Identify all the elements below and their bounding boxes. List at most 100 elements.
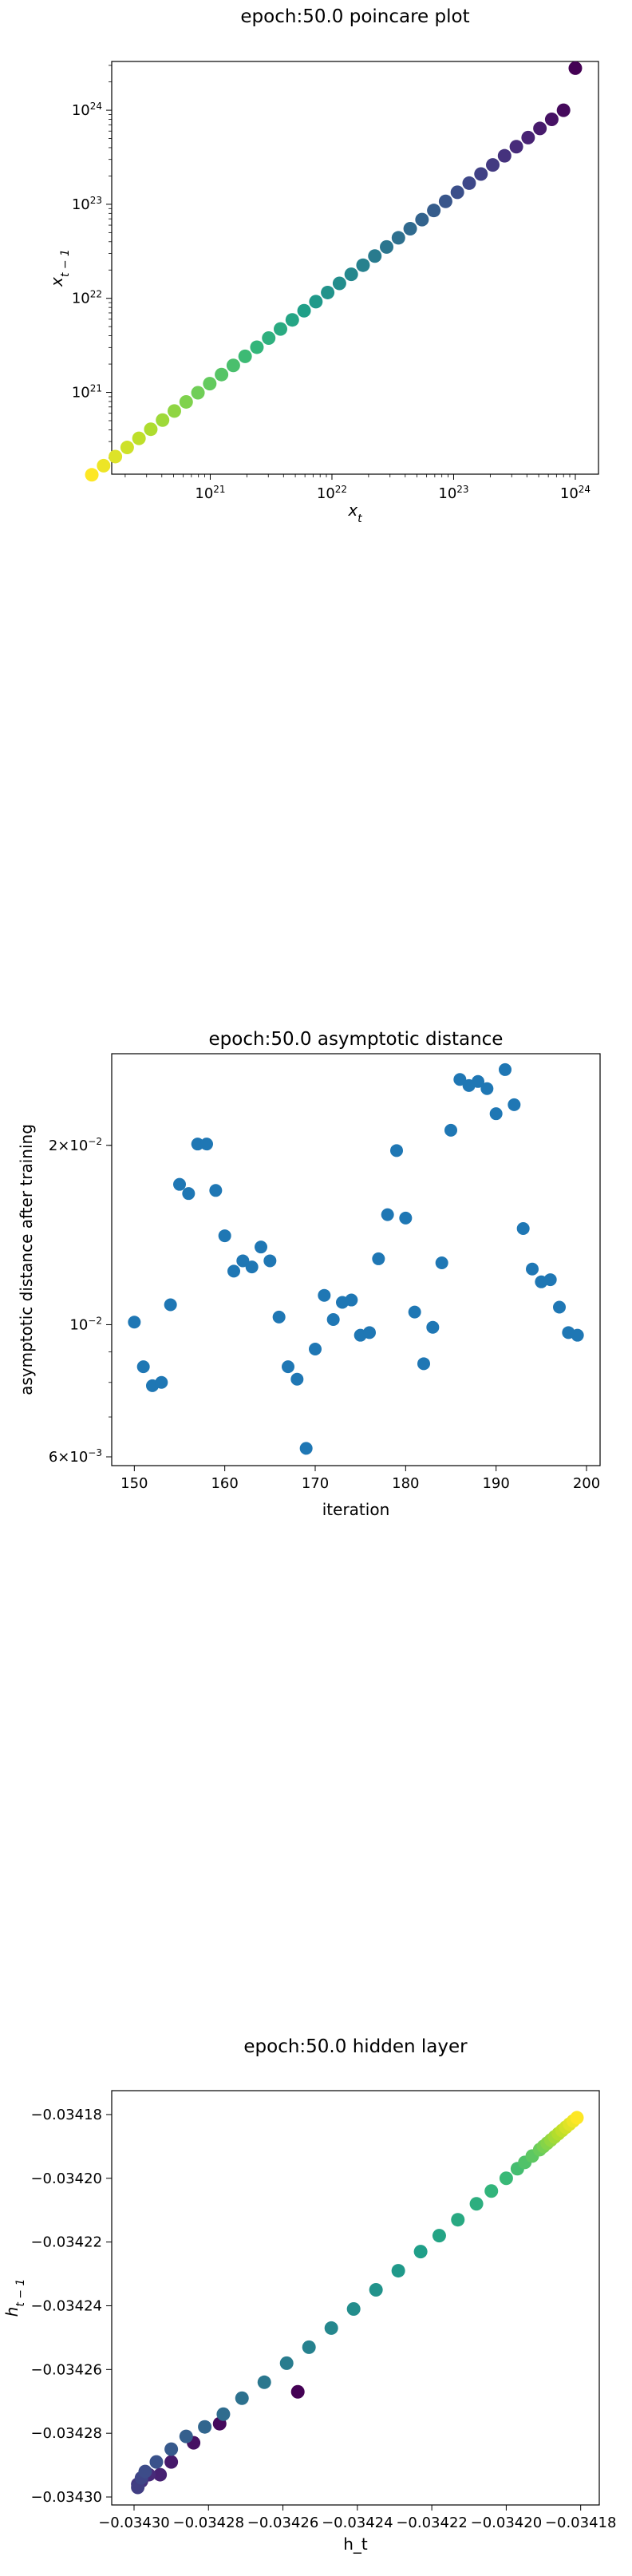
data-point: [274, 322, 288, 336]
asymptotic-distance-figure: epoch:50.0 asymptotic distance 150 160 170 1…: [0, 1029, 632, 1573]
data-point: [198, 2420, 212, 2434]
y-tick-label: 10−2: [69, 1315, 102, 1333]
data-point: [453, 1073, 467, 1086]
data-point: [297, 303, 311, 318]
data-point: [120, 441, 134, 455]
data-point: [164, 1298, 177, 1312]
plot-frame: [111, 2090, 600, 2506]
data-point: [408, 1305, 421, 1319]
data-point: [324, 2321, 338, 2335]
data-point: [391, 2264, 405, 2278]
data-point: [164, 2455, 179, 2469]
data-point: [285, 313, 299, 327]
data-point: [200, 1138, 213, 1151]
x-tick-label: −0.03428: [173, 2515, 245, 2531]
y-tick-label: −0.03422: [30, 2234, 102, 2251]
chart-title: epoch:50.0 asymptotic distance: [209, 1030, 504, 1050]
data-point: [155, 1375, 168, 1389]
chart-title: epoch:50.0 hidden layer: [243, 2036, 468, 2057]
hidden-layer-figure: epoch:50.0 hidden layer −0.03430 −0.03428−…: [0, 2028, 632, 2573]
data-point: [255, 1241, 267, 1254]
data-point: [521, 130, 535, 144]
data-point: [164, 2442, 179, 2456]
x-tick-label: −0.03430: [98, 2515, 170, 2531]
data-point: [426, 1320, 440, 1334]
x-tick-label: 180: [392, 1475, 419, 1492]
x-tick-label: 150: [120, 1475, 148, 1492]
data-point: [282, 1360, 294, 1374]
data-point: [191, 386, 205, 400]
y-tick-label: −0.03420: [30, 2170, 102, 2187]
data-point: [427, 204, 441, 218]
data-point: [218, 1229, 231, 1243]
data-point: [381, 1208, 394, 1221]
y-axis-label: asymptotic distance after training: [17, 1124, 36, 1395]
data-point: [451, 2213, 465, 2227]
y-axis-label: xt − 1: [47, 249, 72, 287]
data-point: [345, 1293, 358, 1307]
poincare-plot-figure: epoch:50.0 poincare plot 1021 1022 1023 1024…: [0, 0, 632, 527]
data-point: [497, 148, 512, 163]
plot-frame: [111, 1053, 601, 1466]
x-tick-label: 1023: [438, 484, 468, 502]
data-point: [553, 1300, 566, 1314]
data-point: [363, 1326, 376, 1339]
data-point: [391, 231, 405, 245]
data-point: [556, 103, 571, 117]
data-point: [469, 2197, 484, 2211]
data-point: [380, 239, 394, 254]
data-point: [486, 158, 500, 172]
asymptotic-distance-chart: epoch:50.0 asymptotic distance 150 160 170 1…: [17, 1029, 601, 1519]
data-point: [216, 2407, 231, 2421]
x-axis-label: iteration: [322, 1500, 390, 1519]
data-point: [290, 2384, 305, 2399]
data-point: [450, 185, 464, 200]
y-tick-label: 1024: [72, 101, 102, 119]
y-tick-label: 2×10−2: [49, 1136, 102, 1154]
y-tick-label: −0.03430: [30, 2489, 102, 2506]
data-point: [489, 1107, 503, 1121]
x-tick-label: 190: [482, 1475, 509, 1492]
chart-title: epoch:50.0 poincare plot: [240, 6, 469, 27]
data-point: [372, 1252, 385, 1265]
data-point: [279, 2356, 294, 2370]
data-point: [209, 1184, 223, 1197]
data-point: [173, 1177, 186, 1191]
x-tick-label: −0.03426: [247, 2515, 319, 2531]
data-point: [179, 394, 193, 409]
data-point: [369, 2283, 383, 2297]
y-tick-label: 1023: [72, 195, 102, 213]
x-tick-label: 170: [302, 1475, 329, 1492]
x-tick-label: 1021: [195, 484, 225, 502]
x-axis-label: xt: [347, 501, 362, 525]
y-tick-label: 6×10−3: [49, 1447, 102, 1466]
data-point: [263, 1254, 277, 1268]
data-point: [570, 2111, 584, 2125]
data-point: [302, 2340, 316, 2354]
data-point: [571, 1328, 584, 1342]
data-point: [235, 2391, 249, 2405]
data-point: [444, 1123, 457, 1137]
data-point: [262, 331, 276, 346]
data-point: [474, 167, 488, 181]
data-point: [526, 1262, 539, 1276]
data-point: [417, 1357, 430, 1371]
data-point: [250, 340, 264, 354]
data-point: [533, 121, 547, 136]
x-tick-label: 200: [573, 1475, 600, 1492]
data-point: [403, 222, 417, 236]
data-point: [309, 295, 323, 309]
y-tick-label: −0.03418: [30, 2107, 102, 2123]
plot-frame: [111, 61, 599, 475]
data-point: [413, 2245, 428, 2259]
x-tick-label: −0.03424: [322, 2515, 393, 2531]
data-point: [245, 1260, 259, 1274]
data-point: [138, 2464, 152, 2479]
data-point: [191, 1138, 204, 1151]
data-point: [435, 1256, 448, 1269]
data-point: [332, 276, 346, 291]
data-point: [257, 2375, 271, 2389]
data-point: [399, 1211, 413, 1225]
x-tick-label: 160: [211, 1475, 238, 1492]
x-tick-label: 1024: [560, 484, 591, 502]
